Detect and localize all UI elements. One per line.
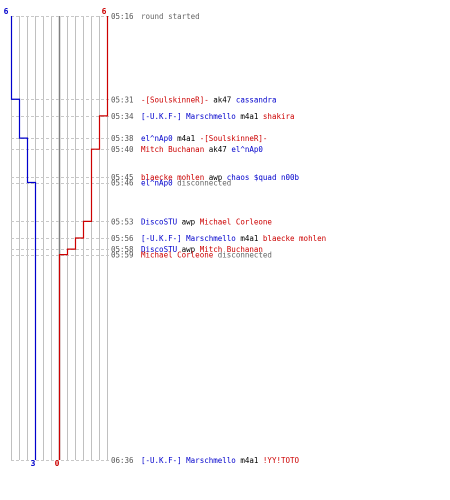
event-part: -[SoulskinneR]- [141,95,209,104]
event-part: shakira [263,112,295,121]
event-part: ak47 [204,145,231,154]
event-part: el^nAp0 [141,179,173,188]
event-text: [-U.K.F-] Marschmello m4a1 blaecke mohle… [141,234,326,243]
event-part: DiscoSTU [141,245,177,254]
event-time: 05:40 [111,145,134,154]
event-part: el^nAp0 [231,145,263,154]
red-start-label: 6 [102,7,107,16]
event-log: 05:16 round started 05:31 -[SoulskinneR]- a… [111,12,326,465]
event-text: DiscoSTU awp Mitch Buchanan [141,245,263,254]
event-part: awp [204,173,227,182]
blue-team-step-line [10,16,37,460]
event-text: round started [141,12,200,21]
event-time: 06:36 [111,456,134,465]
event-part: m4a1 [173,134,200,143]
event-part: m4a1 [236,112,263,121]
event-time: 05:31 [111,95,134,104]
event-part: m4a1 [236,234,263,243]
event-part: disconnected [213,251,272,260]
event-time: 05:58 [111,245,134,254]
event-part: chaos $quad n00b [227,173,300,182]
event-part: Mitch Buchanan [200,245,263,254]
event-text: Michael Corleone disconnected [141,251,272,260]
event-part: [-U.K.F-] Marschmello [141,456,236,465]
event-part: -[SoulskinneR]- [200,134,268,143]
event-part: DiscoSTU [141,217,177,226]
event-part: cassandra [236,95,277,104]
event-part: ak47 [209,95,236,104]
event-part: awp [177,245,200,254]
event-time: 05:46 [111,179,134,188]
series-lines [10,16,109,460]
event-part: awp [177,217,200,226]
event-text: DiscoSTU awp Michael Corleone [141,217,272,226]
event-part: !YY!TOTO [263,456,300,465]
event-part: el^nAp0 [141,134,173,143]
event-part: blaecke mohlen [263,234,326,243]
event-text: [-U.K.F-] Marschmello m4a1 shakira [141,112,295,121]
event-text: el^nAp0 m4a1 -[SoulskinneR]- [141,134,267,143]
event-part: blaecke mohlen [141,173,204,182]
event-part: Michael Corleone [141,251,214,260]
event-time: 05:16 [111,12,134,21]
red-team-step-line [58,16,109,460]
event-time: 05:56 [111,234,134,243]
event-part: m4a1 [236,456,263,465]
event-time: 05:45 [111,173,134,182]
event-part: Michael Corleone [200,217,273,226]
red-end-label: 0 [55,459,60,468]
event-part: [-U.K.F-] Marschmello [141,112,236,121]
axis-labels: 6 3 6 0 [4,7,107,468]
event-time: 05:59 [111,251,134,260]
event-part: disconnected [173,179,232,188]
event-text: el^nAp0 disconnected [141,179,231,188]
event-time: 05:38 [111,134,134,143]
event-time: 05:34 [111,112,134,121]
event-part: round started [141,12,200,21]
event-text: -[SoulskinneR]- ak47 cassandra [141,95,276,104]
event-text: [-U.K.F-] Marschmello m4a1 !YY!TOTO [141,456,300,465]
blue-start-label: 6 [4,7,9,16]
event-time: 05:53 [111,217,134,226]
event-part: [-U.K.F-] Marschmello [141,234,236,243]
event-part: Mitch Buchanan [141,145,204,154]
event-text: blaecke mohlen awp chaos $quad n00b [141,173,300,182]
event-text: Mitch Buchanan ak47 el^nAp0 [141,145,263,154]
blue-end-label: 3 [31,459,36,468]
